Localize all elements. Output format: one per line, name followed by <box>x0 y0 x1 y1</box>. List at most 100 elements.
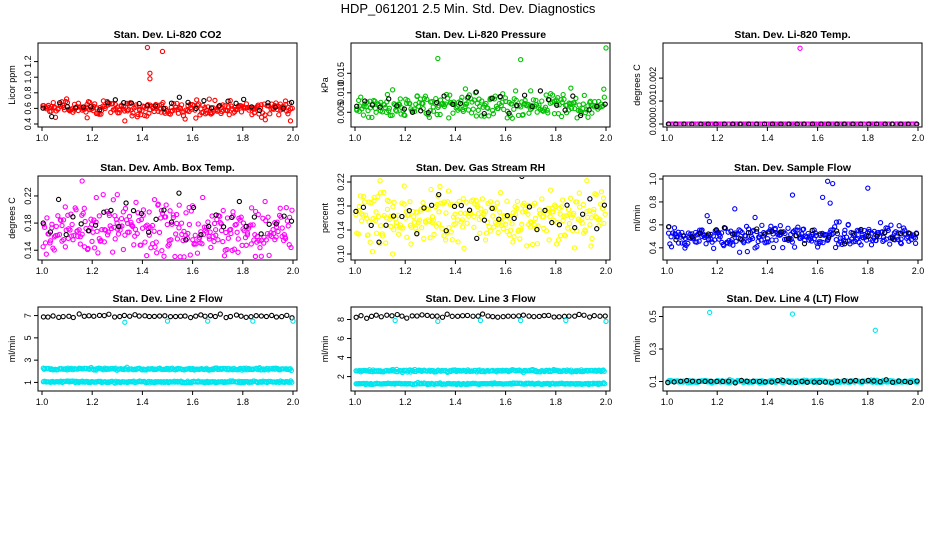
band-point <box>682 245 688 251</box>
band-point <box>795 224 801 230</box>
top-point <box>227 313 234 320</box>
summary-point <box>858 226 864 233</box>
summary-point <box>152 103 159 109</box>
summary-point <box>161 207 167 213</box>
x-tick-label: 2.0 <box>287 397 300 407</box>
summary-point <box>902 378 908 385</box>
band-point <box>122 232 128 238</box>
band-point <box>700 121 706 126</box>
band-point <box>449 237 455 243</box>
band-point <box>668 244 675 250</box>
top-point <box>202 313 208 319</box>
band-point <box>279 225 285 231</box>
band-point <box>868 242 875 248</box>
summary-point <box>853 377 859 384</box>
y-tick-label: 0.18 <box>23 214 33 232</box>
band-point <box>490 213 496 219</box>
summary-point <box>594 226 600 232</box>
summary-point <box>144 103 150 109</box>
band-point <box>497 189 504 196</box>
band-point <box>567 195 574 201</box>
band-point <box>134 231 140 237</box>
band-point <box>50 99 56 106</box>
band-point <box>744 248 751 255</box>
summary-point <box>526 204 533 210</box>
summary-point <box>769 228 775 234</box>
summary-point <box>545 96 552 103</box>
summary-point <box>489 205 495 212</box>
summary-point <box>121 99 127 106</box>
top-point <box>289 315 295 321</box>
top-point <box>223 314 229 321</box>
band-point <box>833 219 840 225</box>
band-point <box>108 225 115 232</box>
y-tick-label: 8 <box>336 317 346 322</box>
band-point <box>540 214 547 220</box>
band-point <box>591 206 597 212</box>
band-point <box>588 214 595 221</box>
band-point <box>414 93 420 99</box>
x-tick-label: 1.6 <box>186 266 199 276</box>
band-point <box>719 121 725 126</box>
band-point <box>140 207 147 213</box>
band-point <box>141 112 148 119</box>
summary-point <box>138 211 145 217</box>
band-point <box>463 101 470 107</box>
band-point <box>51 247 57 253</box>
x-tick-label: 1.2 <box>86 397 99 407</box>
top-point <box>419 312 425 318</box>
band-point <box>452 211 458 217</box>
chart-title: Stan. Dev. Sample Flow <box>734 162 852 174</box>
band-point <box>464 220 470 226</box>
summary-point <box>542 207 548 214</box>
band-point <box>442 101 449 107</box>
band-point <box>239 242 245 249</box>
lower-point <box>76 379 83 385</box>
band-point <box>601 94 607 100</box>
top-point <box>273 314 280 320</box>
band-point <box>437 111 443 118</box>
top-point <box>101 312 107 319</box>
band-point <box>383 240 389 246</box>
band-point <box>256 237 262 244</box>
top-point <box>269 312 275 319</box>
band-point <box>895 236 901 243</box>
band-point <box>365 232 371 238</box>
summary-point <box>377 104 383 110</box>
band-point <box>361 103 367 110</box>
band-point <box>263 217 269 224</box>
band-point <box>557 211 563 217</box>
x-tick-label: 1.6 <box>186 133 199 143</box>
band-point <box>173 211 180 218</box>
band-point <box>93 219 99 225</box>
band-point <box>429 214 436 220</box>
points-line4 <box>665 309 920 386</box>
top-point <box>505 313 511 319</box>
band-point <box>597 216 603 222</box>
chart-sample: Stan. Dev. Sample Flow 1.0 1.2 1.4 1.6 1.8 2.0… <box>632 162 924 276</box>
band-point <box>840 235 846 241</box>
band-point <box>262 198 268 205</box>
summary-point <box>833 228 840 234</box>
band-point <box>169 221 175 227</box>
summary-point <box>865 233 871 240</box>
band-point <box>149 222 156 229</box>
summary-point <box>850 121 856 126</box>
points-line2 <box>40 311 296 386</box>
summary-point <box>534 226 540 233</box>
summary-point <box>185 99 191 106</box>
summary-point <box>889 379 896 385</box>
summary-point <box>877 379 883 385</box>
band-point <box>589 235 595 242</box>
band-point <box>151 228 157 234</box>
band-point <box>580 101 586 107</box>
band-point <box>283 205 289 211</box>
band-point <box>736 249 743 255</box>
summary-point <box>116 223 122 230</box>
band-point <box>109 249 116 255</box>
band-point <box>435 221 442 227</box>
band-point <box>85 245 91 252</box>
band-point <box>898 240 904 247</box>
band-point <box>167 208 173 214</box>
band-point <box>577 204 583 210</box>
